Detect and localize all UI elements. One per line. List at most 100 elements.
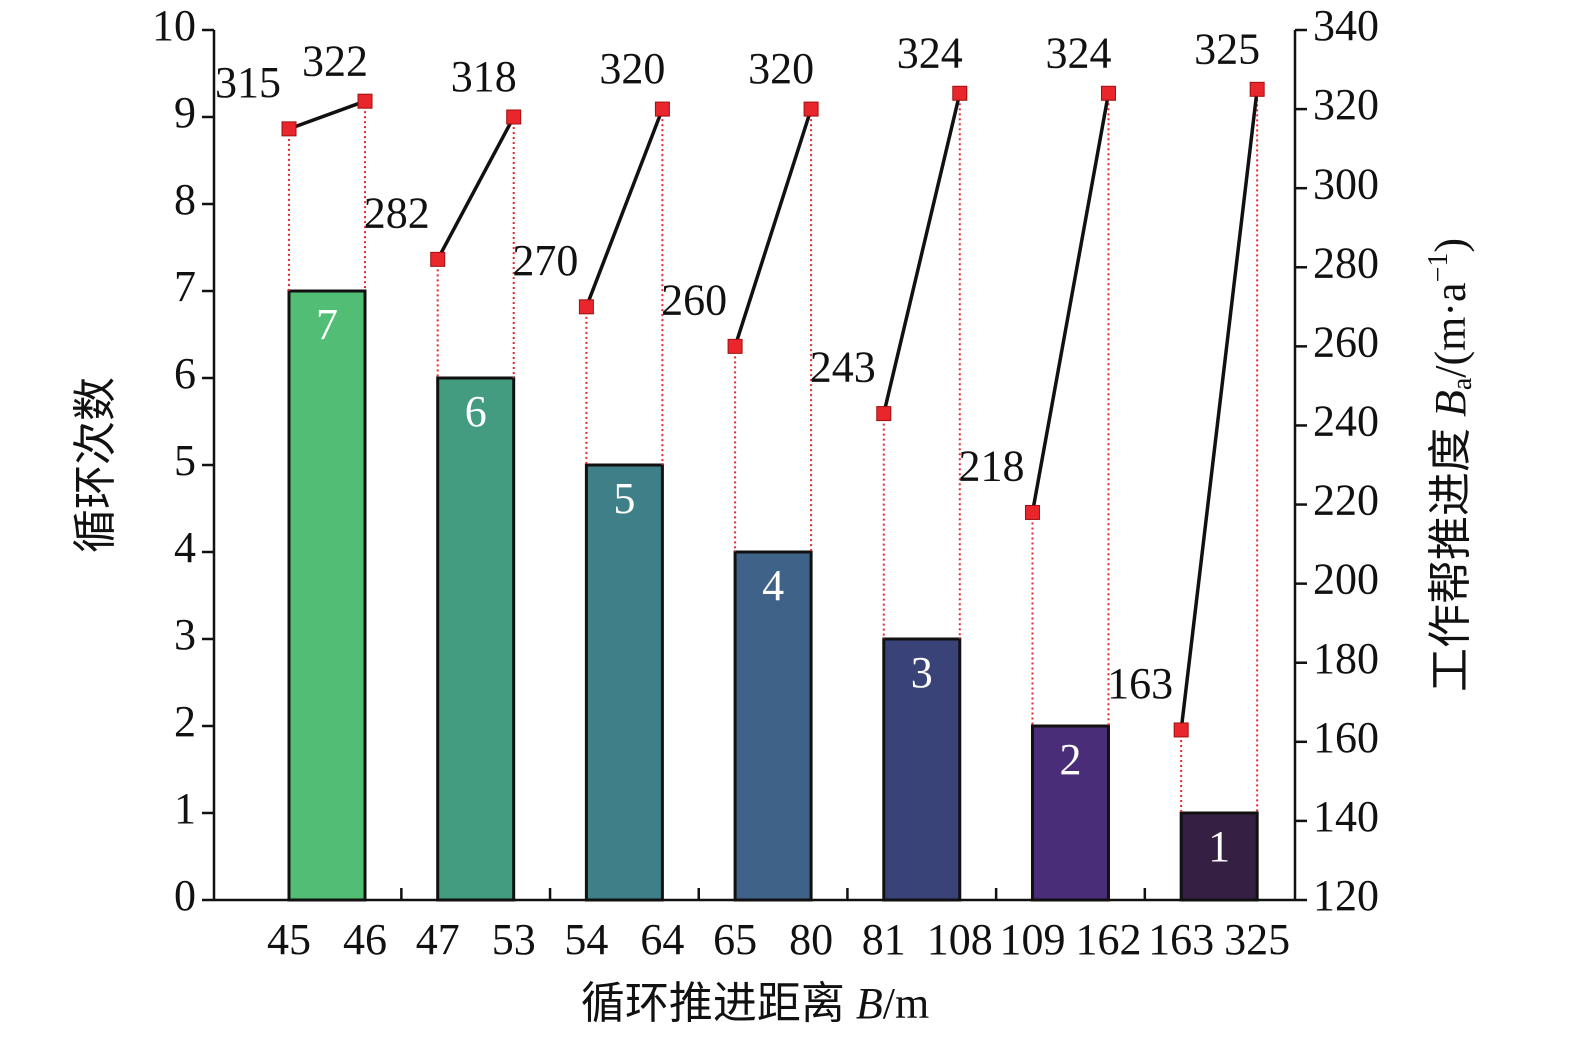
bar-value-label: 1 <box>1208 822 1230 871</box>
bar <box>436 376 516 902</box>
y2-tick-label: 240 <box>1313 397 1379 446</box>
marker <box>578 299 594 315</box>
y2-tick-label: 140 <box>1313 792 1379 841</box>
x-title-part: /m <box>883 979 929 1028</box>
y2-tick-label: 280 <box>1313 238 1379 287</box>
y-tick-label: 9 <box>174 88 196 137</box>
bar-value-label: 3 <box>911 648 933 697</box>
marker <box>357 93 373 109</box>
y2-tick-label: 120 <box>1313 871 1379 920</box>
x-tick-label: 45 <box>267 915 311 964</box>
point-label: 163 <box>1107 659 1173 708</box>
y-tick-label: 10 <box>152 1 196 50</box>
x-axis-title: 循环推进距离 B/m <box>581 979 929 1028</box>
y2-title-part: a <box>1447 377 1478 390</box>
bar <box>584 463 664 902</box>
bar-value-label: 7 <box>316 300 338 349</box>
point-label: 282 <box>364 188 430 237</box>
line <box>733 108 813 347</box>
y-tick-label: 0 <box>174 871 196 920</box>
line <box>1030 92 1111 513</box>
line <box>436 116 516 261</box>
marker <box>506 109 522 125</box>
bar <box>1179 811 1259 902</box>
point-label: 270 <box>512 236 578 285</box>
y2-tick-label: 300 <box>1313 159 1379 208</box>
y-tick-label: 8 <box>174 175 196 224</box>
marker <box>1024 504 1040 520</box>
x-tick-label: 46 <box>343 915 387 964</box>
x-tick-label: 108 <box>927 915 993 964</box>
y2-title-part: ) <box>1426 238 1475 253</box>
y-tick-label: 3 <box>174 610 196 659</box>
point-label: 260 <box>661 275 727 324</box>
y-tick-label: 1 <box>174 784 196 833</box>
y2-tick-label: 320 <box>1313 80 1379 129</box>
bar <box>733 550 813 902</box>
marker <box>952 85 968 101</box>
x-tick-label: 325 <box>1224 915 1290 964</box>
y-tick-label: 2 <box>174 697 196 746</box>
point-label: 324 <box>1045 28 1111 77</box>
marker <box>654 101 670 117</box>
y2-tick-label: 220 <box>1313 476 1379 525</box>
y-tick-label: 7 <box>174 262 196 311</box>
x-tick-label: 109 <box>999 915 1065 964</box>
y2-tick-label: 340 <box>1313 1 1379 50</box>
x-tick-label: 47 <box>416 915 460 964</box>
bar <box>1030 724 1110 902</box>
bar-value-label: 2 <box>1059 735 1081 784</box>
y2-tick-label: 160 <box>1313 713 1379 762</box>
point-label: 315 <box>215 58 281 107</box>
x-title-part: 循环推进距离 <box>581 979 856 1028</box>
line <box>288 99 366 131</box>
y2-tick-label: 200 <box>1313 555 1379 604</box>
y2-tick-label: 260 <box>1313 317 1379 366</box>
line <box>1179 89 1259 731</box>
marker <box>876 406 892 422</box>
marker <box>281 121 297 137</box>
y2-axis-title: 工作帮推进度 Ba/(m·a−1) <box>1423 238 1478 692</box>
line <box>584 108 665 308</box>
marker <box>1249 81 1265 97</box>
y2-title-part: B <box>1426 390 1475 417</box>
y-tick-label: 6 <box>174 349 196 398</box>
y-tick-label: 4 <box>174 523 196 572</box>
x-tick-label: 54 <box>564 915 608 964</box>
y2-title-part: 工作帮推进度 <box>1426 417 1475 692</box>
line <box>882 92 962 414</box>
marker <box>727 338 743 354</box>
bar-value-label: 5 <box>613 474 635 523</box>
point-label: 320 <box>599 44 665 93</box>
x-tick-label: 64 <box>640 915 684 964</box>
marker <box>803 101 819 117</box>
point-label: 325 <box>1194 24 1260 73</box>
x-tick-label: 162 <box>1075 915 1141 964</box>
marker <box>1173 722 1189 738</box>
bar <box>287 289 367 902</box>
marker <box>1100 85 1116 101</box>
y-axis-title: 循环次数 <box>71 377 120 553</box>
point-label: 218 <box>958 442 1024 491</box>
point-label: 324 <box>897 28 963 77</box>
x-title-part: B <box>856 979 883 1028</box>
y2-title-part: /(m·a <box>1426 282 1475 377</box>
x-tick-label: 65 <box>713 915 757 964</box>
marker <box>430 251 446 267</box>
y2-title-part: −1 <box>1423 253 1454 283</box>
point-label: 322 <box>302 36 368 85</box>
bar <box>882 637 962 902</box>
x-tick-label: 80 <box>789 915 833 964</box>
x-tick-label: 81 <box>862 915 906 964</box>
bar-value-label: 6 <box>465 387 487 436</box>
point-label: 318 <box>451 52 517 101</box>
point-label: 320 <box>748 44 814 93</box>
bar-value-label: 4 <box>762 561 784 610</box>
x-tick-label: 163 <box>1148 915 1214 964</box>
y-tick-label: 5 <box>174 436 196 485</box>
x-tick-label: 53 <box>492 915 536 964</box>
y2-tick-label: 180 <box>1313 634 1379 683</box>
point-label: 243 <box>810 343 876 392</box>
